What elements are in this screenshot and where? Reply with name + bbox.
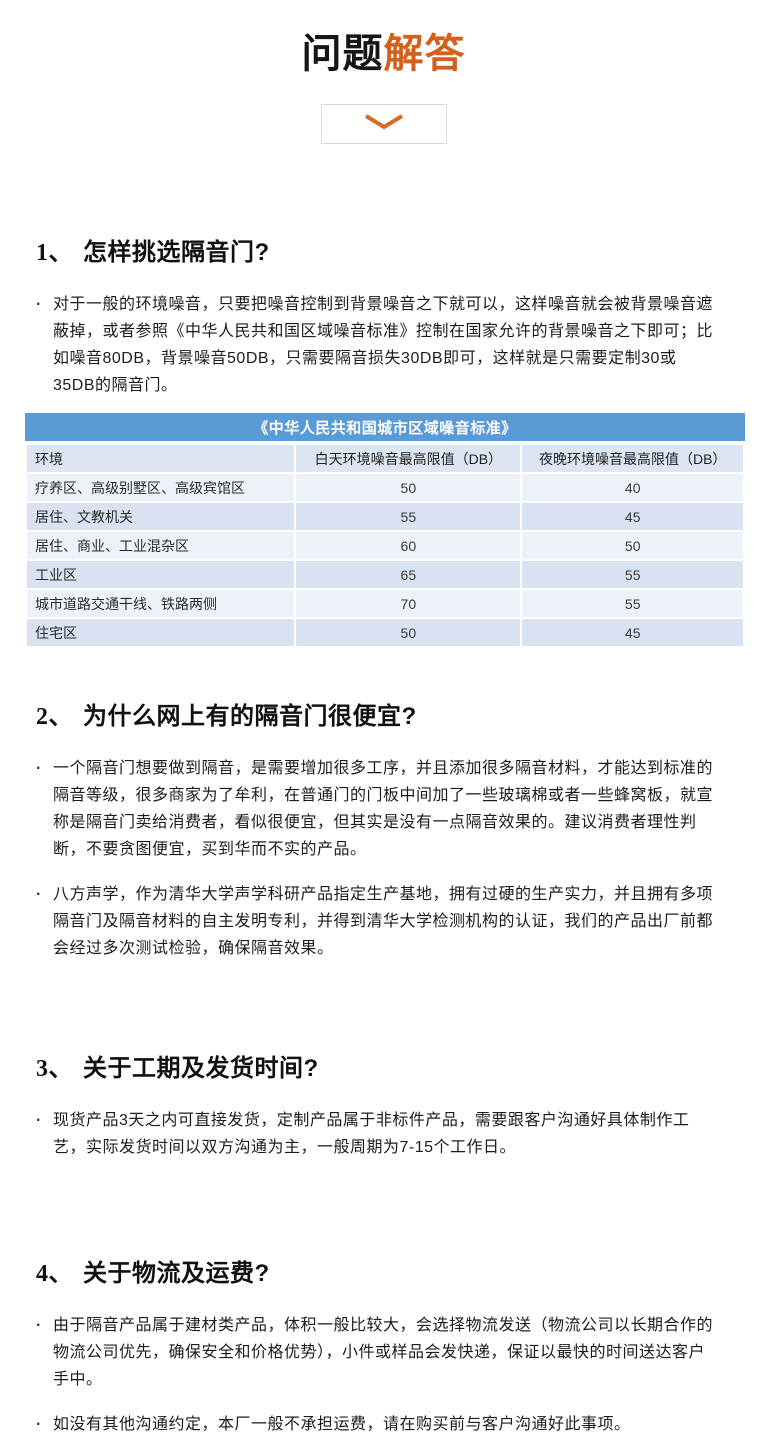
- section-heading: 2、 为什么网上有的隔音门很便宜?: [22, 696, 745, 731]
- cell-night-value: 40: [520, 472, 745, 503]
- table-row: 工业区 65 55: [24, 559, 745, 590]
- table-header-row: 环境 白天环境噪音最高限值（DB） 夜晚环境噪音最高限值（DB）: [24, 443, 745, 474]
- cell-night-value: 55: [520, 588, 745, 619]
- cell-day-value: 60: [294, 530, 523, 561]
- expand-button[interactable]: [320, 104, 447, 144]
- bullet-item: · 一个隔音门想要做到隔音，是需要增加很多工序，并且添加很多隔音材料，才能达到标…: [22, 755, 745, 863]
- bullet-item: · 现货产品3天之内可直接发货，定制产品属于非标件产品，需要跟客户沟通好具体制作…: [22, 1107, 745, 1161]
- bullet-item: · 对于一般的环境噪音，只要把噪音控制到背景噪音之下就可以，这样噪音就会被背景噪…: [22, 291, 745, 399]
- section-heading: 3、 关于工期及发货时间?: [22, 1048, 745, 1083]
- faq-section-1: 1、 怎样挑选隔音门? · 对于一般的环境噪音，只要把噪音控制到背景噪音之下就可…: [22, 232, 745, 648]
- cell-environment: 工业区: [24, 559, 297, 590]
- bullet-dot-icon: ·: [36, 760, 42, 777]
- bullet-text: 一个隔音门想要做到隔音，是需要增加很多工序，并且添加很多隔音材料，才能达到标准的…: [53, 760, 714, 858]
- section-number: 1、: [36, 240, 73, 266]
- cell-day-value: 50: [294, 472, 523, 503]
- section-number: 3、: [36, 1056, 73, 1082]
- table-row: 居住、文教机关 55 45: [24, 501, 745, 532]
- cell-environment: 居住、文教机关: [24, 501, 297, 532]
- section-heading-text: 怎样挑选隔音门?: [83, 239, 270, 266]
- cell-night-value: 45: [520, 617, 745, 648]
- chevron-down-icon: [362, 113, 406, 136]
- bullet-dot-icon: ·: [36, 1317, 42, 1334]
- faq-section-2: 2、 为什么网上有的隔音门很便宜? · 一个隔音门想要做到隔音，是需要增加很多工…: [22, 696, 745, 962]
- bullet-item: · 由于隔音产品属于建材类产品，体积一般比较大，会选择物流发送（物流公司以长期合…: [22, 1312, 745, 1393]
- cell-night-value: 55: [520, 559, 745, 590]
- cell-day-value: 70: [294, 588, 523, 619]
- column-header-night-limit: 夜晚环境噪音最高限值（DB）: [520, 443, 745, 474]
- bullet-text: 对于一般的环境噪音，只要把噪音控制到背景噪音之下就可以，这样噪音就会被背景噪音遮…: [53, 296, 714, 394]
- cell-environment: 城市道路交通干线、铁路两侧: [24, 588, 297, 619]
- table-row: 疗养区、高级别墅区、高级宾馆区 50 40: [24, 472, 745, 503]
- column-header-day-limit: 白天环境噪音最高限值（DB）: [294, 443, 523, 474]
- section-heading-text: 关于物流及运费?: [83, 1260, 270, 1287]
- section-heading-text: 为什么网上有的隔音门很便宜?: [83, 703, 417, 730]
- table-row: 城市道路交通干线、铁路两侧 70 55: [24, 588, 745, 619]
- noise-standard-table: 《中华人民共和国城市区域噪音标准》 环境 白天环境噪音最高限值（DB） 夜晚环境…: [24, 413, 745, 648]
- cell-night-value: 50: [520, 530, 745, 561]
- table-row: 居住、商业、工业混杂区 60 50: [24, 530, 745, 561]
- section-number: 4、: [36, 1261, 73, 1287]
- section-heading-text: 关于工期及发货时间?: [83, 1055, 319, 1082]
- cell-day-value: 65: [294, 559, 523, 590]
- cell-day-value: 50: [294, 617, 523, 648]
- page-title-primary: 问题: [301, 32, 384, 76]
- faq-section-3: 3、 关于工期及发货时间? · 现货产品3天之内可直接发货，定制产品属于非标件产…: [22, 1048, 745, 1161]
- page-title: 问题解答: [0, 30, 767, 78]
- bullet-item: · 八方声学，作为清华大学声学科研产品指定生产基地，拥有过硬的生产实力，并且拥有…: [22, 881, 745, 962]
- bullet-text: 由于隔音产品属于建材类产品，体积一般比较大，会选择物流发送（物流公司以长期合作的…: [53, 1317, 714, 1388]
- cell-day-value: 55: [294, 501, 523, 532]
- page-title-accent: 解答: [383, 32, 466, 76]
- column-header-environment: 环境: [24, 443, 297, 474]
- bullet-item: · 如没有其他沟通约定，本厂一般不承担运费，请在购买前与客户沟通好此事项。: [22, 1411, 745, 1438]
- bullet-dot-icon: ·: [36, 1416, 42, 1433]
- bullet-dot-icon: ·: [36, 296, 42, 313]
- section-heading: 4、 关于物流及运费?: [22, 1253, 745, 1288]
- bullet-text: 八方声学，作为清华大学声学科研产品指定生产基地，拥有过硬的生产实力，并且拥有多项…: [53, 886, 714, 957]
- section-heading: 1、 怎样挑选隔音门?: [22, 232, 745, 267]
- bullet-dot-icon: ·: [36, 886, 42, 903]
- cell-environment: 居住、商业、工业混杂区: [24, 530, 297, 561]
- table-row: 住宅区 50 45: [24, 617, 745, 648]
- section-number: 2、: [36, 704, 73, 730]
- cell-night-value: 45: [520, 501, 745, 532]
- bullet-text: 如没有其他沟通约定，本厂一般不承担运费，请在购买前与客户沟通好此事项。: [53, 1416, 631, 1433]
- bullet-dot-icon: ·: [36, 1112, 42, 1129]
- faq-content: 1、 怎样挑选隔音门? · 对于一般的环境噪音，只要把噪音控制到背景噪音之下就可…: [0, 232, 767, 1438]
- table-title: 《中华人民共和国城市区域噪音标准》: [25, 413, 745, 441]
- hero: 问题解答: [0, 0, 767, 144]
- faq-section-4: 4、 关于物流及运费? · 由于隔音产品属于建材类产品，体积一般比较大，会选择物…: [22, 1253, 745, 1438]
- cell-environment: 疗养区、高级别墅区、高级宾馆区: [24, 472, 297, 503]
- bullet-text: 现货产品3天之内可直接发货，定制产品属于非标件产品，需要跟客户沟通好具体制作工艺…: [53, 1112, 690, 1156]
- cell-environment: 住宅区: [24, 617, 297, 648]
